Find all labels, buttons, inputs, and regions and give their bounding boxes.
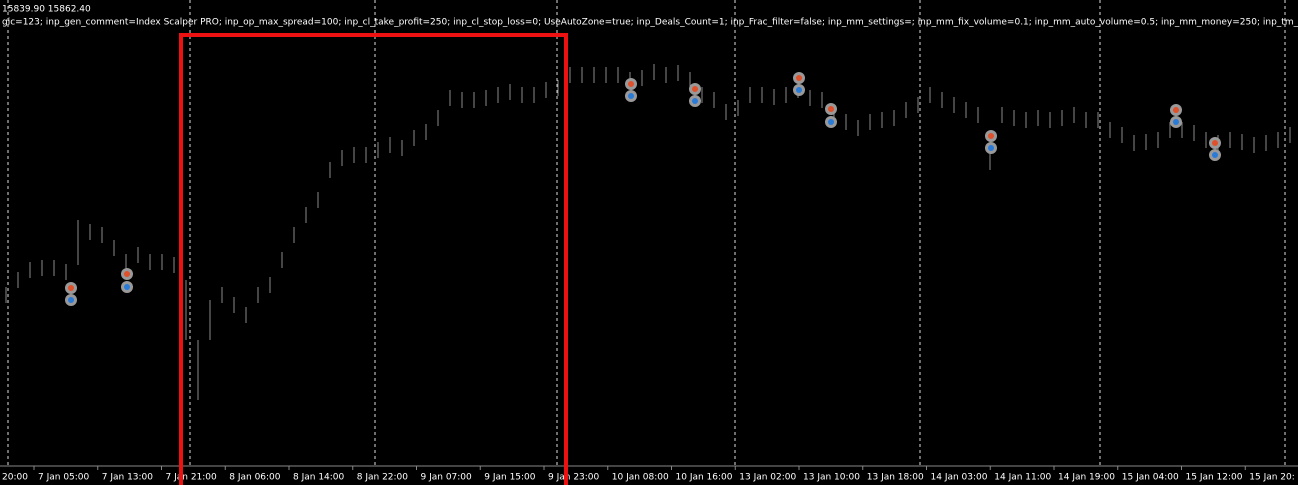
- time-label: 14 Jan 19:00: [1058, 473, 1115, 483]
- time-label: 15 Jan 20:: [1249, 473, 1295, 483]
- trade-markers: [65, 72, 1221, 306]
- time-label: 8 Jan 14:00: [293, 473, 345, 483]
- time-label: 7 Jan 13:00: [102, 473, 154, 483]
- time-label: 7 Jan 21:00: [166, 473, 218, 483]
- time-label: 15 Jan 12:00: [1186, 473, 1243, 483]
- time-label: 13 Jan 10:00: [803, 473, 860, 483]
- time-label: 14 Jan 11:00: [994, 473, 1051, 483]
- time-label: 13 Jan 02:00: [739, 473, 796, 483]
- time-label: 20:00: [2, 473, 28, 483]
- time-label: 9 Jan 07:00: [421, 473, 473, 483]
- time-label: 10 Jan 08:00: [612, 473, 669, 483]
- time-label: 13 Jan 18:00: [867, 473, 924, 483]
- time-label: 8 Jan 22:00: [357, 473, 409, 483]
- time-label: 15 Jan 04:00: [1122, 473, 1179, 483]
- price-header: 15839.90 15862.40: [2, 5, 91, 15]
- time-label: 10 Jan 16:00: [676, 473, 733, 483]
- time-label: 8 Jan 06:00: [229, 473, 281, 483]
- time-label: 9 Jan 23:00: [548, 473, 600, 483]
- time-label: 7 Jan 05:00: [38, 473, 90, 483]
- time-label: 9 Jan 15:00: [484, 473, 536, 483]
- ea-comment: gic=123; inp_gen_comment=Index Scalper P…: [2, 18, 1298, 28]
- highlight-box: [179, 33, 568, 485]
- time-axis-labels: 20:00 7 Jan 05:00 7 Jan 13:00 7 Jan 21:00 8 …: [2, 466, 1295, 483]
- time-label: 14 Jan 03:00: [931, 473, 988, 483]
- price-bars: [5, 64, 1291, 400]
